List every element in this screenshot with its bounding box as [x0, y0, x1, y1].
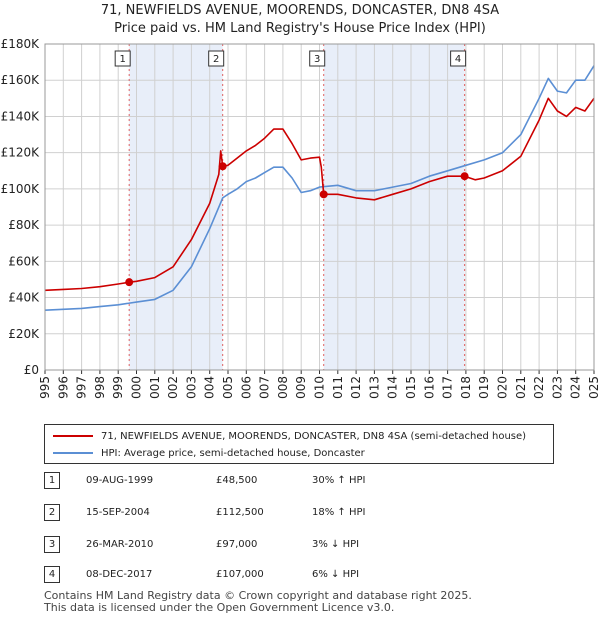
sale-3-marker-label: 3 — [314, 54, 320, 65]
x-tick-label: 2025 — [587, 376, 600, 400]
y-tick-label: £40K — [8, 291, 40, 305]
x-tick-label: 2005 — [221, 376, 235, 400]
chart-title: 71, NEWFIELDS AVENUE, MOORENDS, DONCASTE… — [100, 3, 500, 18]
x-tick-label: 2018 — [459, 376, 473, 400]
x-tick-label: 1998 — [93, 376, 107, 400]
legend-label-hpi: HPI: Average price, semi-detached house,… — [101, 447, 365, 459]
x-tick-label: 2003 — [184, 376, 198, 400]
x-tick-label: 2014 — [386, 376, 400, 400]
sale-2-marker-label: 2 — [213, 54, 219, 65]
y-tick-label: £120K — [1, 146, 41, 160]
x-tick-label: 2019 — [477, 376, 491, 400]
sale-4-marker-label: 4 — [455, 54, 461, 65]
y-tick-label: £160K — [1, 73, 41, 87]
legend-swatch-hpi — [53, 452, 93, 454]
x-tick-label: 1995 — [38, 376, 52, 400]
legend-label-property: 71, NEWFIELDS AVENUE, MOORENDS, DONCASTE… — [101, 430, 527, 442]
sale-1-marker-box — [114, 50, 131, 67]
x-tick-label: 1997 — [75, 376, 89, 400]
x-tick-label: 2013 — [367, 376, 381, 400]
sale-date: 08-DEC-2017 — [86, 569, 153, 580]
legend-item-property: 71, NEWFIELDS AVENUE, MOORENDS, DONCASTE… — [53, 428, 526, 444]
sale-date: 15-SEP-2004 — [86, 507, 150, 518]
sale-number: 3 — [44, 536, 60, 553]
sale-1-point — [125, 278, 134, 287]
y-tick-label: £20K — [8, 327, 40, 341]
x-tick-label: 2006 — [239, 376, 253, 400]
plot-frame — [44, 43, 595, 371]
sale-hpi-change: 3% ↓ HPI — [312, 539, 360, 550]
x-tick-label: 2020 — [496, 376, 510, 400]
sale-2-point — [218, 162, 227, 171]
y-tick-label: £80K — [8, 218, 40, 232]
x-tick-label: 2016 — [422, 376, 436, 400]
sale-3-marker-box — [309, 50, 326, 67]
x-tick-label: 2000 — [130, 376, 144, 400]
x-tick-label: 2009 — [294, 376, 308, 400]
sale-hpi-change: 30% ↑ HPI — [312, 475, 366, 486]
x-tick-label: 2007 — [258, 376, 272, 400]
x-tick-label: 2017 — [441, 376, 455, 400]
sale-price: £107,000 — [216, 569, 264, 580]
footer-copyright: Contains HM Land Registry data © Crown c… — [44, 589, 472, 602]
hpi-line — [44, 65, 595, 311]
sale-4-point — [460, 172, 469, 181]
legend: 71, NEWFIELDS AVENUE, MOORENDS, DONCASTE… — [44, 424, 554, 464]
legend-swatch-property — [53, 435, 93, 437]
sale-3-point — [319, 190, 328, 199]
sale-date: 26-MAR-2010 — [86, 539, 154, 550]
sale-number: 2 — [44, 504, 60, 521]
x-tick-label: 2008 — [276, 376, 290, 400]
sale-2-marker-box — [208, 50, 225, 67]
sale-number: 1 — [44, 472, 60, 489]
y-tick-label: £180K — [1, 37, 41, 51]
sale-4-marker-box — [450, 50, 467, 67]
x-tick-label: 2015 — [404, 376, 418, 400]
sale-date: 09-AUG-1999 — [86, 475, 154, 486]
sale-number: 4 — [44, 566, 60, 583]
sale-price: £48,500 — [216, 475, 258, 486]
price-chart: 1 2 3 4 £0 £20K £40K £60K £80K £100K £120K £140K £1… — [1, 37, 600, 400]
x-tick-label: 2023 — [550, 376, 564, 400]
x-tick-label: 2010 — [313, 376, 327, 400]
y-tick-label: £100K — [1, 182, 41, 196]
x-tick-label: 2004 — [203, 376, 217, 400]
y-tick-label: £60K — [8, 254, 40, 268]
sale-price: £112,500 — [216, 507, 264, 518]
y-tick-label: £140K — [1, 109, 41, 123]
x-tick-label: 2002 — [166, 376, 180, 400]
x-tick-label: 2024 — [569, 376, 583, 400]
sale-hpi-change: 18% ↑ HPI — [312, 507, 366, 518]
x-tick-label: 2011 — [331, 376, 345, 400]
sale-hpi-change: 6% ↓ HPI — [312, 569, 360, 580]
sale-price: £97,000 — [216, 539, 258, 550]
property-price-line — [44, 97, 595, 292]
x-tick-label: 2012 — [349, 376, 363, 400]
x-tick-label: 2022 — [532, 376, 546, 400]
x-tick-label: 2021 — [514, 376, 528, 400]
legend-item-hpi: HPI: Average price, semi-detached house,… — [53, 445, 365, 461]
x-tick-label: 1999 — [111, 376, 125, 400]
footer-licence: This data is licensed under the Open Gov… — [44, 601, 395, 614]
chart-subtitle: Price paid vs. HM Land Registry's House … — [114, 21, 486, 36]
y-tick-label: £0 — [24, 363, 39, 377]
x-tick-label: 2001 — [148, 376, 162, 400]
shaded-period-2 — [323, 44, 465, 370]
x-tick-label: 1996 — [56, 376, 70, 400]
sale-1-marker-label: 1 — [119, 54, 125, 65]
